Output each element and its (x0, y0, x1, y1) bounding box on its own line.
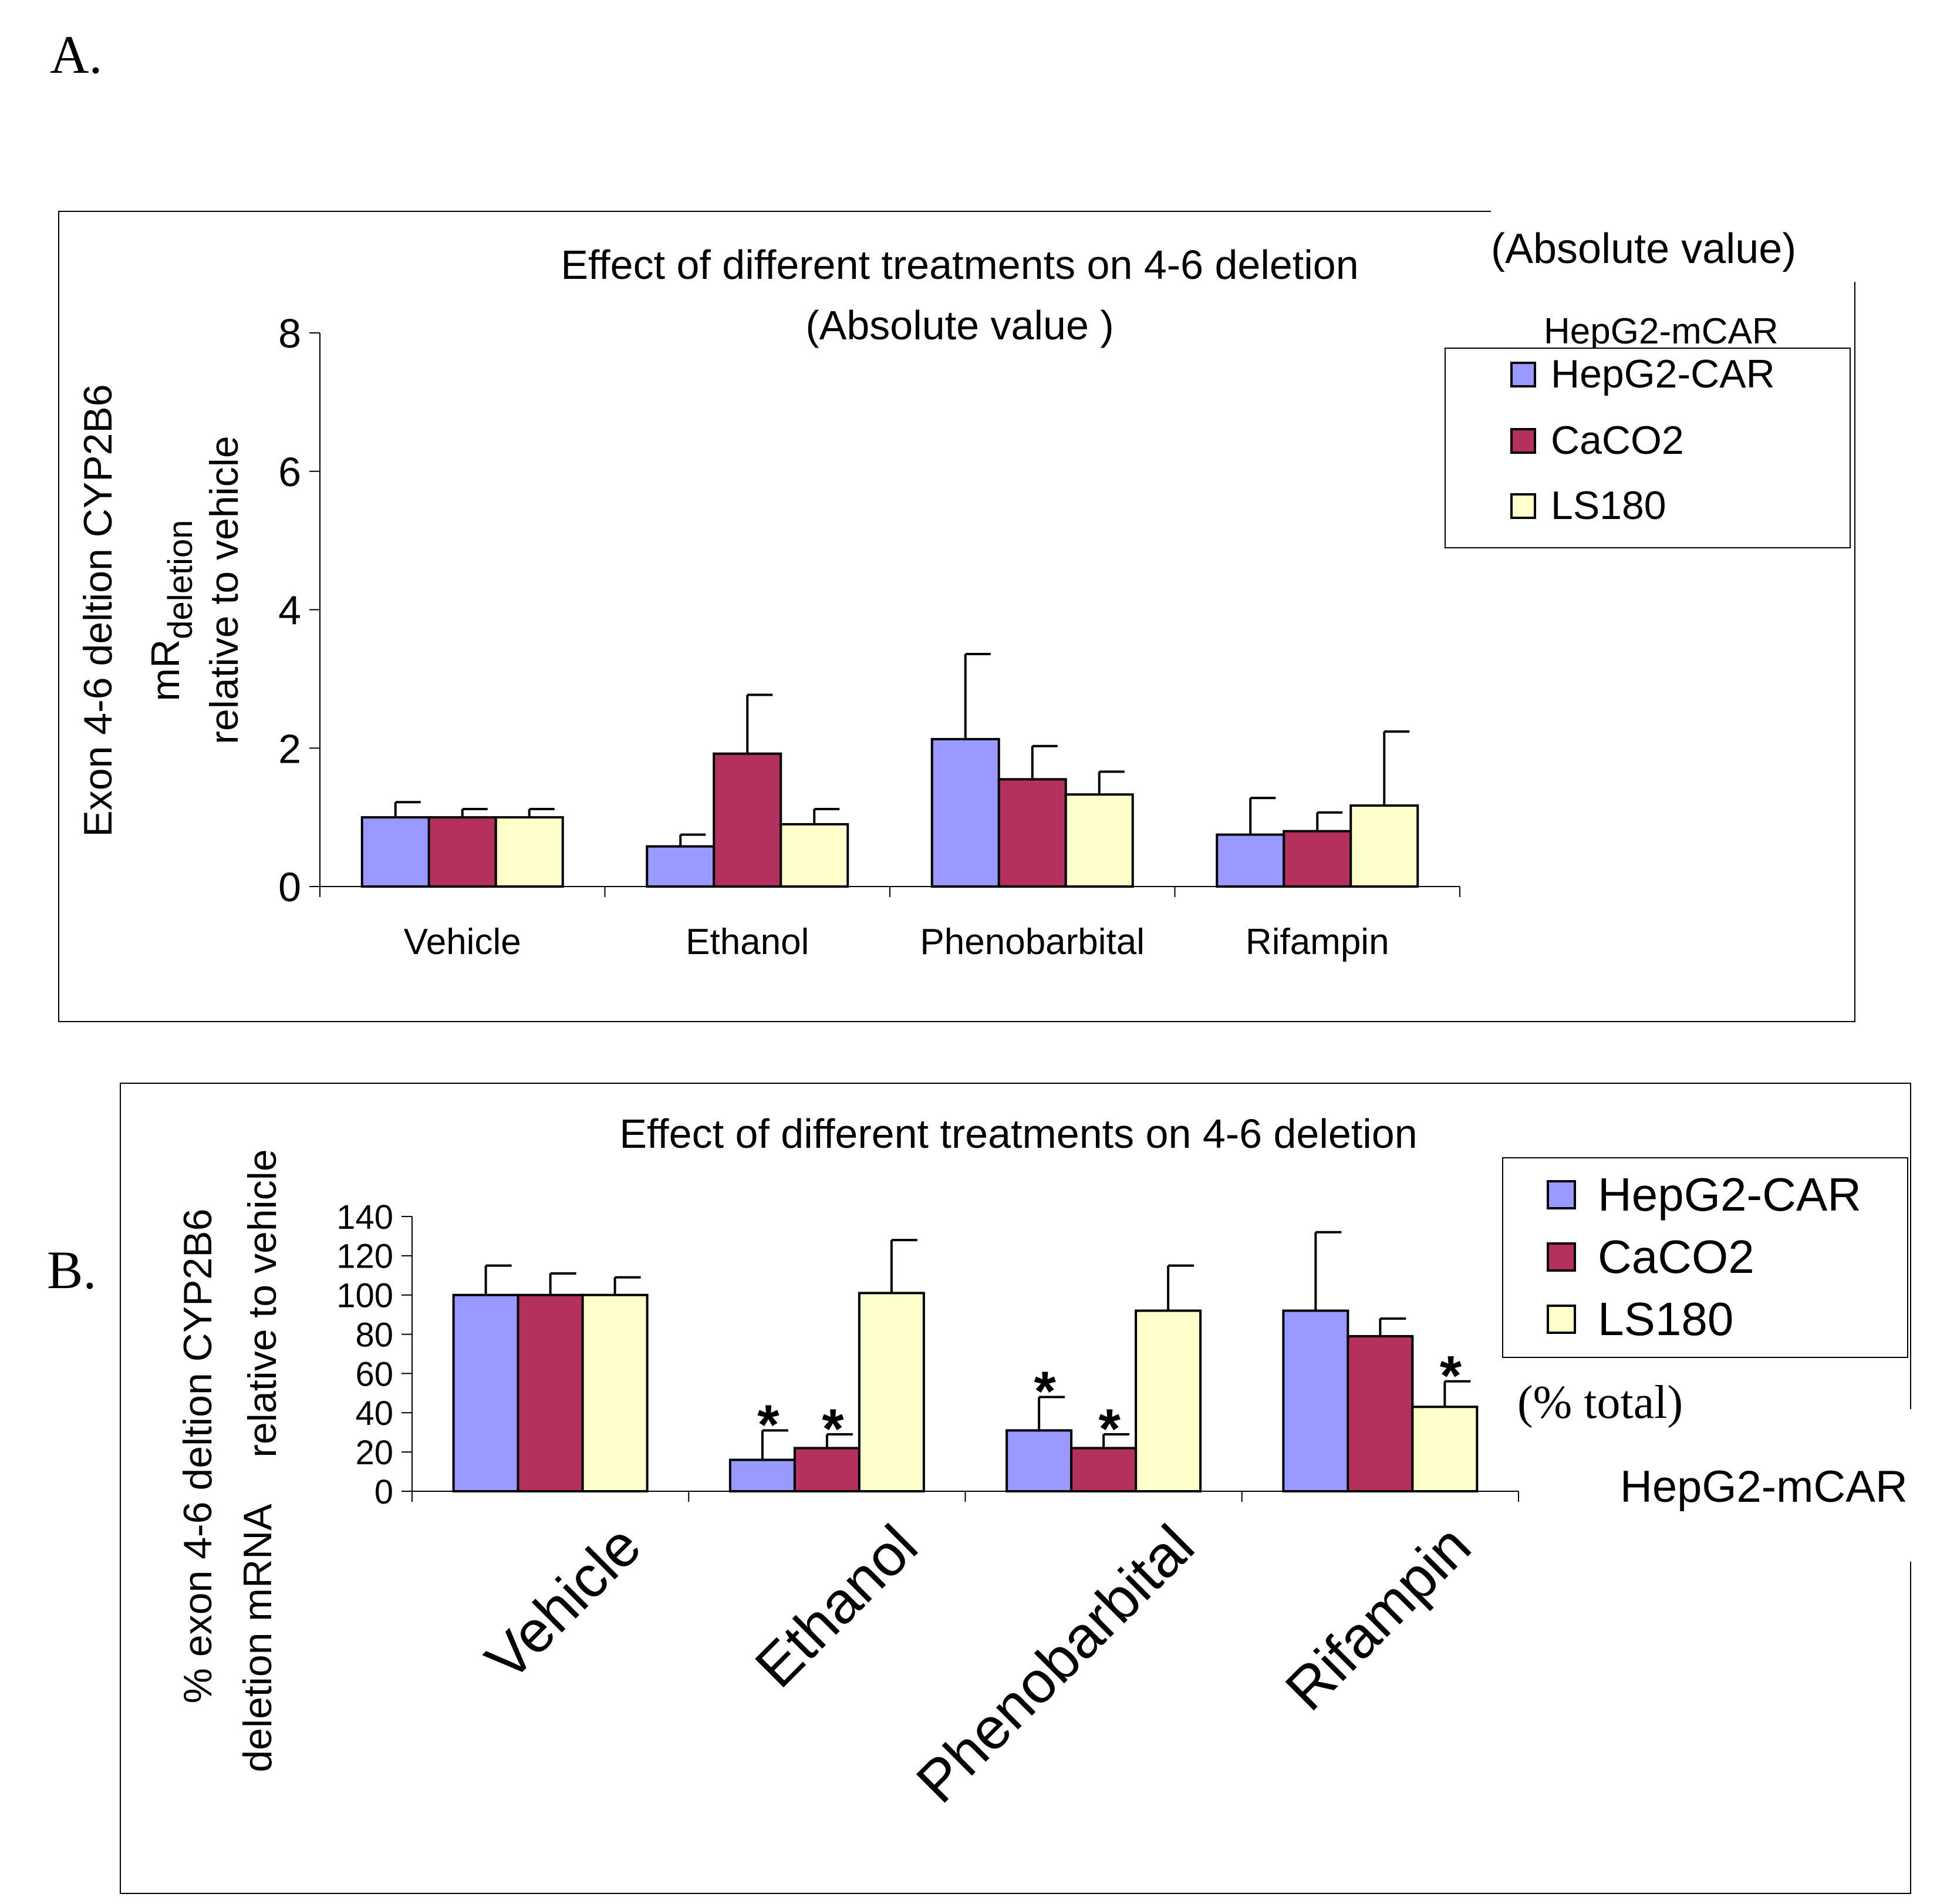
chart-b-significance-star: * (822, 1397, 844, 1460)
chart-a-frame-notch (1491, 205, 1861, 282)
chart-b-title: Effect of different treatments on 4-6 de… (619, 1111, 1417, 1157)
chart-b-ytick-label: 20 (355, 1434, 393, 1472)
chart-b-ytick-label: 80 (355, 1316, 393, 1354)
chart-b-ylabel-line2: deletion mRNA (235, 1504, 280, 1772)
chart-a-side-note: (Absolute value) (1491, 225, 1796, 272)
chart-b-bar (728, 1458, 796, 1493)
chart-a-ytick-label: 8 (278, 311, 301, 356)
chart-b-legend-label-caco2: CaCO2 (1598, 1231, 1754, 1283)
chart-a-legend-swatch-ls180 (1510, 493, 1536, 519)
chart-a-title: Effect of different treatments on 4-6 de… (561, 242, 1358, 288)
chart-a-legend-label-ls180: LS180 (1551, 483, 1666, 528)
chart-b-bar (1282, 1309, 1349, 1492)
chart-b-legend-label-hepg2: HepG2-CAR (1598, 1168, 1861, 1221)
chart-b-bar (581, 1293, 649, 1493)
chart-b-bar (517, 1293, 584, 1493)
chart-b-legend-swatch-ls180 (1547, 1305, 1576, 1334)
chart-b-ytick-label: 60 (355, 1355, 393, 1393)
chart-a-bar (780, 823, 849, 888)
chart-a: (Absolute value) HepG2-mCAR Effect of di… (58, 205, 1861, 1022)
chart-b-side-cell: HepG2-mCAR (1620, 1462, 1908, 1512)
chart-b-ytick-label: 40 (355, 1394, 393, 1433)
chart-a-side-cell: HepG2-mCAR (1544, 311, 1779, 352)
chart-a-ylabel-line2: mRdeletion (143, 520, 200, 702)
chart-b-ytick-label: 120 (336, 1238, 393, 1276)
chart-a-ytick-label: 2 (278, 726, 301, 771)
chart-a-category-label: Ethanol (686, 922, 809, 962)
chart-b-legend-label-ls180: LS180 (1598, 1293, 1733, 1345)
chart-b-bar (1135, 1309, 1202, 1492)
chart-a-ylabel-line1: Exon 4-6 deltion CYP2B6 (76, 384, 120, 837)
chart-a-bar (360, 816, 430, 888)
chart-b-legend-swatch-hepg2 (1547, 1180, 1576, 1209)
chart-b-ylabel-line3: relative to vehicle (240, 1149, 285, 1457)
chart-b-frame-mask (1608, 1409, 1947, 1562)
chart-b-category-label: Vehicle (473, 1512, 653, 1693)
chart-b: (% total) HepG2-mCAR Effect of different… (120, 1083, 1947, 1894)
chart-a-category-label: Rifampin (1246, 922, 1389, 962)
chart-a-bar (997, 778, 1067, 888)
chart-a-ylabel-line2-main: mR (143, 639, 188, 702)
chart-a-subtitle: (Absolute value ) (805, 302, 1113, 348)
chart-a-category-label: Vehicle (404, 922, 521, 962)
chart-a-bar (1349, 804, 1419, 888)
chart-a-legend-swatch-hepg2 (1510, 362, 1536, 387)
chart-b-bar (1411, 1406, 1479, 1492)
chart-b-side-note: (% total) (1517, 1377, 1683, 1428)
chart-a-ytick-label: 6 (278, 449, 301, 495)
chart-a-legend-label-caco2: CaCO2 (1551, 418, 1684, 463)
chart-a-ytick-label: 4 (278, 588, 301, 633)
chart-b-significance-star: * (1034, 1360, 1056, 1423)
chart-a-legend-swatch-caco2 (1510, 428, 1536, 454)
chart-b-bar (452, 1293, 519, 1493)
chart-a-legend-label-hepg2: HepG2-CAR (1551, 352, 1775, 396)
chart-a-bar (713, 752, 782, 888)
chart-b-bar (1005, 1429, 1073, 1492)
chart-b-bars: * * * * * (452, 1231, 1479, 1493)
chart-b-ytick-label: 140 (336, 1198, 393, 1236)
chart-b-significance-star: * (1440, 1344, 1462, 1407)
chart-a-bar (1064, 793, 1134, 888)
chart-b-legend: HepG2-CAR CaCO2 LS180 (1502, 1157, 1908, 1358)
chart-a-bar (1283, 830, 1352, 888)
chart-a-bar (494, 816, 564, 888)
chart-b-bar (1347, 1335, 1414, 1493)
chart-b-ytick-label: 0 (374, 1473, 393, 1511)
chart-a-bar (930, 737, 1000, 888)
chart-a-category-label: Phenobarbital (920, 922, 1145, 962)
chart-a-bar (427, 816, 497, 888)
chart-b-significance-star: * (757, 1394, 780, 1457)
chart-a-bars (360, 652, 1419, 888)
chart-b-legend-swatch-caco2 (1547, 1242, 1576, 1272)
chart-b-category-label: Ethanol (743, 1512, 930, 1700)
panel-b-letter: B. (47, 1240, 97, 1300)
chart-b-category-label: Phenobarbital (904, 1512, 1207, 1815)
chart-b-bar (858, 1292, 925, 1492)
chart-a-ylabel-line2-sub: deletion (161, 520, 200, 639)
chart-a-ylabel-line3: relative to vehicle (202, 436, 247, 744)
chart-a-legend: HepG2-CAR CaCO2 LS180 (1445, 348, 1851, 548)
chart-a-bar (646, 845, 716, 888)
chart-b-significance-star: * (1098, 1397, 1121, 1460)
chart-a-ytick-label: 0 (278, 864, 301, 910)
chart-b-category-label: Rifampin (1273, 1512, 1483, 1723)
panel-a-letter: A. (50, 25, 103, 85)
chart-b-ytick-label: 100 (336, 1277, 393, 1315)
chart-a-bar (1216, 833, 1285, 888)
chart-b-ylabel-line1: % exon 4-6 deltion CYP2B6 (176, 1209, 220, 1704)
